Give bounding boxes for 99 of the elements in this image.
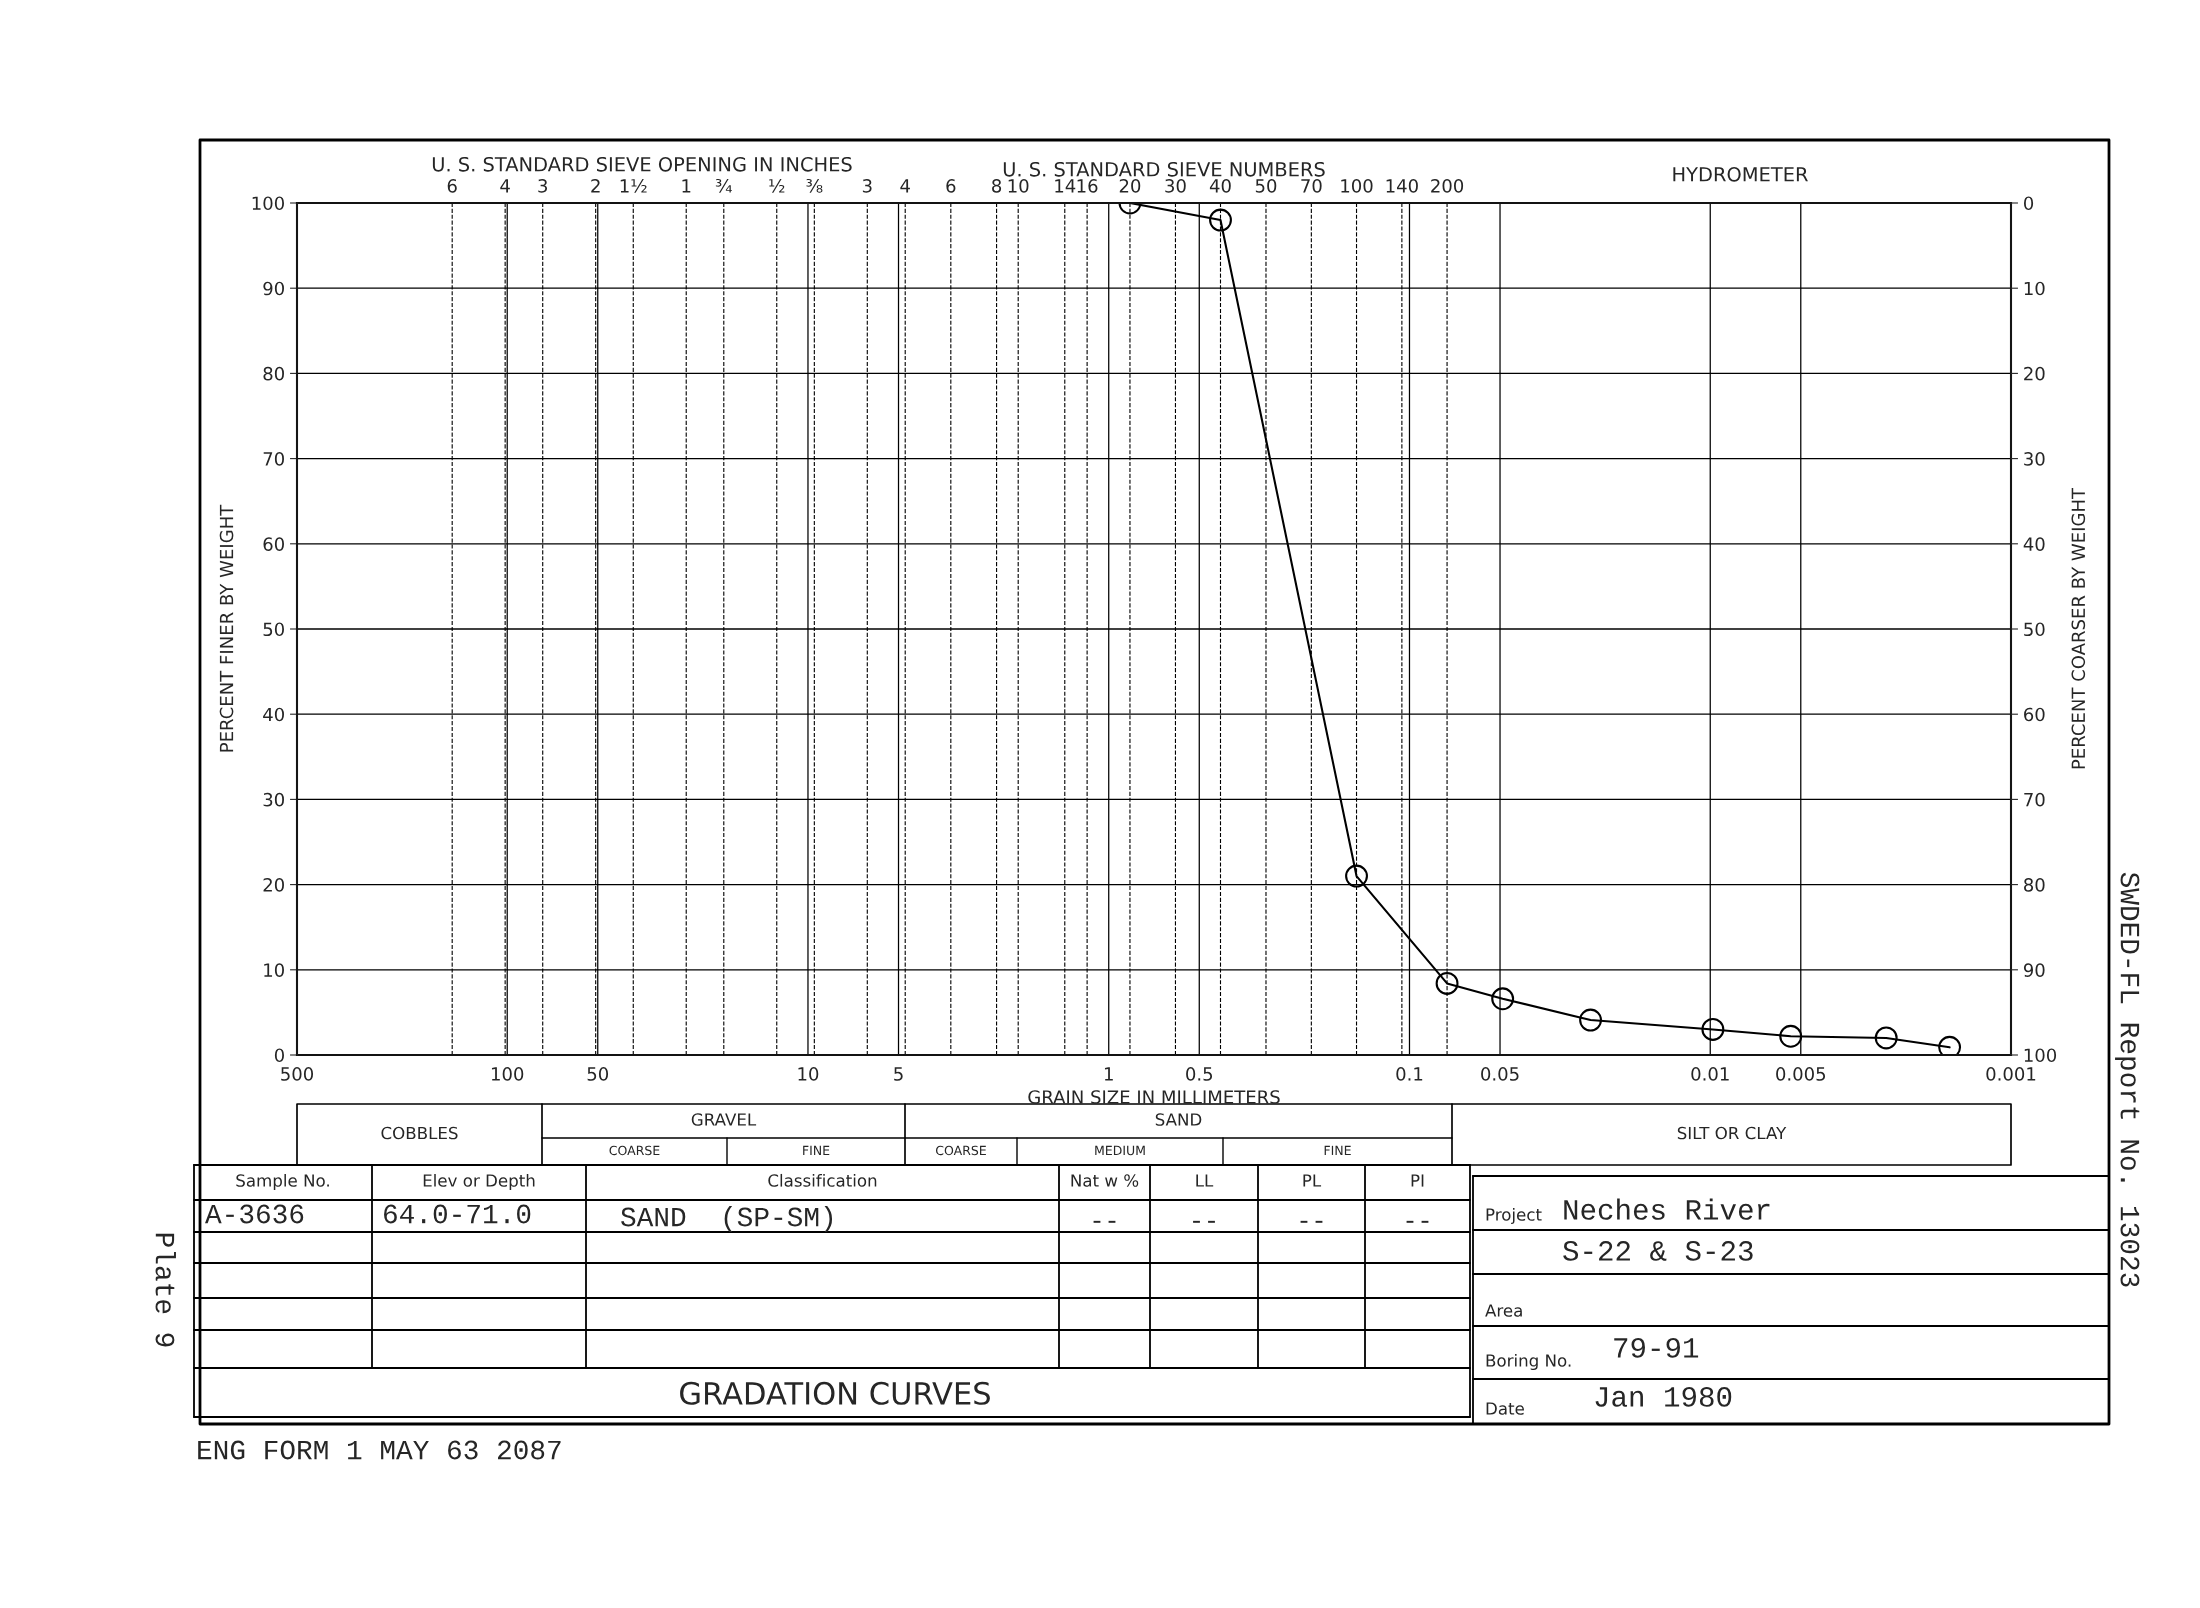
- text: Area: [1485, 1304, 1522, 1317]
- text: 4: [500, 179, 510, 193]
- text: SAND (SP-SM): [621, 1206, 833, 1232]
- text: ⅜: [806, 179, 823, 193]
- text: U. S. STANDARD SIEVE OPENING IN INCHES: [432, 156, 852, 172]
- text: GRADATION CURVES: [680, 1381, 990, 1405]
- text: 8: [992, 179, 1002, 193]
- y-tick-label: 100: [252, 196, 284, 211]
- text: Date: [1486, 1402, 1524, 1415]
- text: SAND: [1155, 1113, 1202, 1126]
- y-tick-label: 0: [274, 1048, 284, 1063]
- y2-tick-label: 20: [2024, 366, 2045, 381]
- y-tick-label: 80: [263, 366, 284, 381]
- text: 6: [447, 179, 457, 193]
- y2-tick-label: 30: [2024, 452, 2045, 466]
- y-tick-label: 40: [263, 707, 284, 722]
- x-tick-label: 0.1: [1396, 1067, 1423, 1081]
- text: GRAVEL: [691, 1113, 757, 1126]
- text: 4: [900, 179, 910, 193]
- y2-tick-label: 10: [2024, 281, 2045, 296]
- text: --: [1093, 1220, 1116, 1223]
- text: 1½: [620, 179, 647, 193]
- text: 14: [1055, 179, 1076, 193]
- x-axis-title: GRAIN SIZE IN MILLIMETERS: [1028, 1090, 1280, 1104]
- text: S-22 & S-23: [1563, 1241, 1753, 1261]
- x-tick-label: 0.5: [1186, 1067, 1213, 1081]
- text: COARSE: [609, 1145, 660, 1156]
- text: COARSE: [935, 1145, 986, 1156]
- text: Classification: [768, 1173, 877, 1187]
- text: PI: [1411, 1174, 1424, 1187]
- text: 1: [682, 179, 691, 193]
- text: 10: [1008, 179, 1029, 193]
- y2-tick-label: 0: [2024, 196, 2034, 211]
- text: --: [1193, 1220, 1215, 1223]
- text: ½: [769, 179, 785, 193]
- text: PL: [1303, 1174, 1322, 1187]
- x-tick-label: 0.001: [1986, 1067, 2036, 1081]
- text: FINE: [803, 1145, 830, 1155]
- text: U. S. STANDARD SIEVE NUMBERS: [1003, 161, 1325, 177]
- y2-tick-label: 90: [2023, 963, 2045, 977]
- text: COBBLES: [381, 1126, 458, 1140]
- text: SILT OR CLAY: [1677, 1126, 1787, 1140]
- text: 6: [946, 179, 956, 193]
- text: HYDROMETER: [1673, 166, 1808, 182]
- text: 70: [1301, 179, 1322, 193]
- text: 30: [1165, 179, 1186, 193]
- text: LL: [1196, 1174, 1214, 1187]
- x-tick-label: 500: [281, 1067, 314, 1081]
- text: Project: [1486, 1207, 1542, 1225]
- text: Boring No.: [1486, 1353, 1571, 1371]
- x-tick-label: 1: [1104, 1067, 1113, 1081]
- text: 3: [862, 179, 872, 193]
- y2-tick-label: 60: [2024, 707, 2045, 722]
- x-tick-label: 0.05: [1481, 1067, 1519, 1081]
- y-axis-title: PERCENT FINER BY WEIGHT: [219, 504, 234, 752]
- text: 40: [1209, 179, 1231, 193]
- text: ¾: [715, 179, 732, 193]
- x-tick-label: 50: [587, 1067, 609, 1081]
- text: 200: [1431, 179, 1464, 193]
- x-tick-label: 0.005: [1776, 1067, 1826, 1081]
- text: Jan 1980: [1595, 1387, 1732, 1407]
- text: 79-91: [1614, 1338, 1699, 1358]
- text: Neches River: [1564, 1198, 1770, 1220]
- text: 16: [1077, 179, 1098, 193]
- text: 50: [1255, 179, 1277, 193]
- y-tick-label: 10: [264, 963, 284, 977]
- text: MEDIUM: [1095, 1145, 1145, 1156]
- text: Plate 9: [155, 1233, 176, 1347]
- x-tick-label: 100: [491, 1067, 524, 1081]
- text: 20: [1119, 179, 1141, 193]
- text: 140: [1386, 179, 1418, 193]
- text: Elev or Depth: [423, 1173, 535, 1191]
- text: 64.0-71.0: [384, 1204, 531, 1224]
- text: --: [1300, 1220, 1323, 1223]
- x-tick-label: 10: [798, 1067, 819, 1081]
- y2-tick-label: 40: [2023, 537, 2045, 551]
- y2-axis-title: PERCENT COARSER BY WEIGHT: [2071, 487, 2086, 769]
- text: Nat w %: [1071, 1174, 1139, 1187]
- x-tick-label: 5: [894, 1067, 903, 1081]
- text: --: [1406, 1220, 1429, 1223]
- y2-tick-label: 100: [2024, 1048, 2057, 1063]
- y-tick-label: 90: [263, 281, 284, 296]
- text: SWDED-FL Report No. 13023: [2115, 872, 2140, 1287]
- text: 3: [538, 179, 548, 193]
- y-tick-label: 20: [263, 878, 284, 892]
- text: 100: [1341, 179, 1373, 193]
- text: Sample No.: [236, 1173, 329, 1191]
- y-tick-label: 50: [263, 622, 284, 637]
- y-tick-label: 30: [263, 792, 284, 807]
- text: 2: [591, 179, 600, 193]
- text: ENG FORM 1 MAY 63 2087: [198, 1440, 561, 1460]
- x-tick-label: 0.01: [1691, 1067, 1729, 1081]
- y-tick-label: 70: [263, 452, 284, 466]
- y2-tick-label: 50: [2024, 622, 2045, 637]
- text: FINE: [1324, 1145, 1351, 1155]
- y-tick-label: 60: [263, 537, 284, 551]
- y2-tick-label: 80: [2024, 878, 2045, 892]
- text: A-3636: [205, 1204, 304, 1224]
- y2-tick-label: 70: [2024, 792, 2045, 807]
